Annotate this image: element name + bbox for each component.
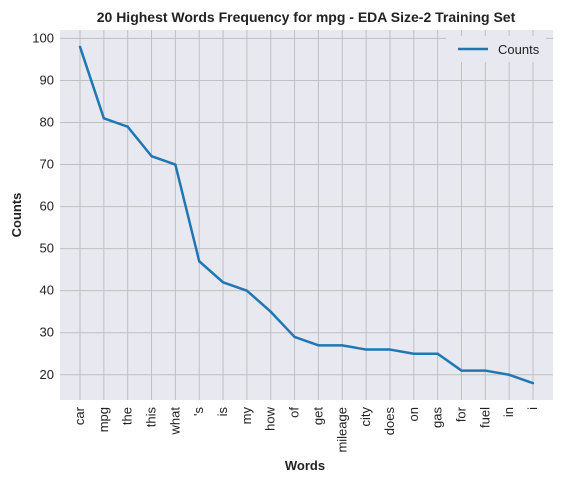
data-point: [341, 344, 344, 347]
x-tick-label: fuel: [477, 407, 492, 428]
y-tick-label: 50: [40, 241, 54, 256]
data-point: [269, 310, 272, 313]
x-tick-label: in: [501, 407, 516, 417]
data-point: [293, 335, 296, 339]
x-tick-label: city: [358, 407, 373, 427]
chart-title: 20 Highest Words Frequency for mpg - EDA…: [97, 9, 516, 25]
data-point: [150, 154, 153, 158]
data-point: [221, 281, 225, 284]
y-tick-label: 80: [40, 115, 54, 130]
x-tick-label: 's: [191, 407, 206, 416]
grid-lines: [60, 30, 553, 400]
y-tick-label: 20: [40, 367, 54, 382]
legend-label: Counts: [498, 42, 540, 57]
data-point: [436, 352, 439, 355]
y-tick-label: 30: [40, 325, 54, 340]
y-axis-label: Counts: [9, 193, 24, 238]
data-point: [531, 381, 535, 385]
x-axis-ticks: car mpg the this what 's is my how of get mileage ci…: [72, 406, 540, 452]
y-tick-label: 100: [32, 30, 54, 45]
data-point: [388, 348, 392, 351]
x-tick-label: get: [310, 407, 325, 425]
data-point: [78, 45, 82, 49]
data-point: [245, 289, 249, 292]
x-tick-label: of: [287, 407, 302, 418]
series-layer: [78, 45, 535, 385]
data-point: [460, 369, 463, 372]
plot-area: [60, 30, 553, 400]
x-tick-label: does: [382, 407, 397, 436]
x-tick-label: car: [72, 406, 87, 425]
data-point: [198, 260, 201, 263]
x-tick-label: what: [167, 407, 182, 436]
data-point: [102, 117, 106, 120]
data-point: [364, 348, 368, 351]
data-point: [484, 369, 487, 372]
x-tick-label: my: [239, 407, 254, 425]
y-axis-ticks: 20 30 40 50 60 70 80 90 100: [32, 30, 54, 381]
data-point: [507, 373, 511, 376]
x-tick-label: mpg: [96, 407, 111, 432]
x-tick-label: mileage: [334, 407, 349, 453]
x-tick-label: the: [120, 407, 135, 425]
data-point: [317, 344, 320, 347]
x-tick-label: how: [263, 406, 278, 430]
x-tick-label: i: [525, 407, 540, 410]
x-tick-label: is: [215, 407, 230, 417]
y-tick-label: 90: [40, 72, 54, 87]
x-tick-label: on: [406, 407, 421, 421]
series-line-counts: [78, 46, 534, 385]
x-tick-label: for: [453, 406, 468, 422]
data-point: [126, 125, 129, 128]
y-tick-label: 40: [40, 283, 54, 298]
legend: Counts: [446, 36, 546, 62]
x-tick-label: gas: [430, 407, 445, 428]
data-point: [412, 352, 415, 355]
x-axis-label: Words: [285, 458, 325, 473]
data-point: [174, 163, 177, 166]
y-tick-label: 60: [40, 199, 54, 214]
y-tick-label: 70: [40, 157, 54, 172]
x-tick-label: this: [144, 407, 159, 428]
